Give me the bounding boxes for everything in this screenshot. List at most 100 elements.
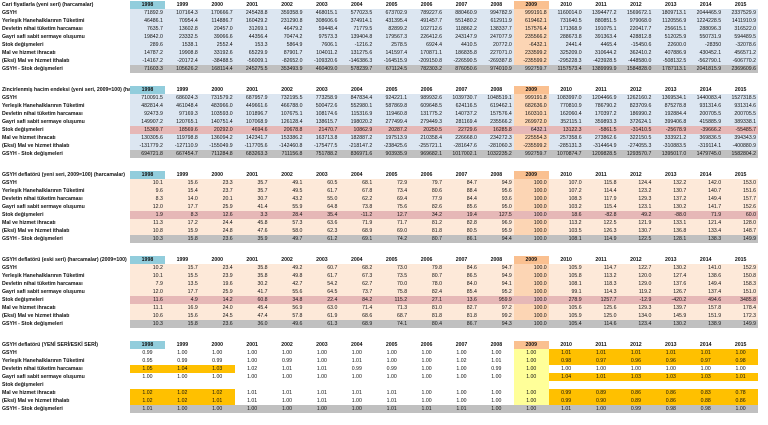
table-cell[interactable]: 10.1 [130,179,165,187]
table-cell[interactable]: 1.00 [316,374,327,380]
table-cell[interactable]: 1369534.1 [653,94,689,102]
table-cell[interactable]: 151.9 [688,312,724,320]
table-cell[interactable]: 63.6 [304,219,340,227]
table-cell[interactable]: 107.2 [548,187,584,195]
table-cell[interactable]: 130.7 [618,227,654,235]
table-cell[interactable]: 0.88 [688,397,724,405]
table-cell[interactable]: 0.86 [653,389,689,397]
table-cell[interactable]: 65229.9 [234,49,270,57]
table-cell[interactable]: 22600.0 [653,41,689,49]
table-cell[interactable]: 374914.1 [339,17,375,25]
table-cell[interactable]: 14787.2 [130,49,165,57]
table-cell[interactable]: 428812.8 [618,33,654,41]
table-cell[interactable]: 61.7 [304,187,340,195]
table-cell[interactable]: 71779.5 [339,25,375,33]
table-cell[interactable]: 227071.0 [478,49,514,57]
table-cell[interactable]: 73.7 [339,288,375,296]
table-cell[interactable]: 94.9 [478,179,514,187]
table-cell[interactable]: 0.99 [491,366,502,372]
table-cell[interactable]: 1.01 [688,349,724,357]
table-cell[interactable]: 1.00 [491,390,502,396]
table-cell[interactable]: 1.02 [164,389,200,397]
table-cell[interactable]: 24.8 [199,227,235,235]
table-cell[interactable]: 13.6 [444,296,479,304]
table-cell[interactable]: 1.01 [444,405,479,413]
table-cell[interactable]: 121.9 [618,219,654,227]
table-cell[interactable]: 157.7 [723,195,759,203]
table-cell[interactable]: 100.0 [513,320,549,328]
table-cell[interactable]: 1582804.2 [723,150,759,158]
table-cell[interactable]: 0.96 [653,357,689,365]
table-cell[interactable]: 1.00 [199,405,235,413]
table-cell[interactable]: -131779.2 [130,142,165,150]
table-cell[interactable]: 149.9 [723,320,759,328]
table-cell[interactable]: 1.01 [548,349,584,357]
table-cell[interactable]: 1.00 [513,365,549,373]
table-cell[interactable]: 17.7 [164,288,200,296]
table-cell[interactable]: 8.3 [130,195,165,203]
table-cell[interactable]: -508132.5 [653,57,689,65]
table-cell[interactable]: 68.9 [339,320,375,328]
table-cell[interactable]: 200705.5 [723,110,759,118]
table-cell[interactable]: 84.4 [444,195,479,203]
table-cell[interactable]: 100.0 [513,187,549,195]
table-cell[interactable]: 399406.8 [653,118,689,126]
table-cell[interactable]: 710091.5 [130,94,165,102]
table-cell[interactable] [584,381,619,389]
table-cell[interactable]: 80.5 [444,227,479,235]
table-cell[interactable]: 138.9 [688,320,724,328]
table-cell[interactable]: 11.6 [130,296,165,304]
table-cell[interactable]: 694721.8 [130,150,165,158]
table-cell[interactable]: 1.00 [386,358,397,364]
table-cell[interactable]: 1.04 [548,373,584,381]
table-cell[interactable]: 86.1 [444,235,479,243]
table-cell[interactable]: 1.01 [618,349,654,357]
table-cell[interactable]: 1039730.7 [444,94,479,102]
table-cell[interactable]: 69.0 [374,227,410,235]
table-cell[interactable]: -423928.5 [583,57,619,65]
table-cell[interactable]: 86.5 [444,272,479,280]
table-cell[interactable]: 82.7 [444,304,479,312]
table-cell[interactable]: 25.9 [199,203,235,211]
table-cell[interactable]: 974010.9 [478,65,514,73]
table-cell[interactable]: 21470.7 [304,126,340,134]
table-cell[interactable]: 1.00 [513,389,549,397]
table-cell[interactable]: 1083997.0 [548,94,584,102]
table-cell[interactable]: 322150.5 [618,134,654,142]
table-cell[interactable]: 1.00 [630,366,641,372]
table-cell[interactable]: 149.4 [688,195,724,203]
table-cell[interactable]: 115.4 [583,203,619,211]
table-cell[interactable]: -117705.6 [234,142,270,150]
table-cell[interactable]: 49.8 [269,272,305,280]
table-cell[interactable]: 0.99 [281,358,293,364]
table-cell[interactable]: 87901.7 [269,49,305,57]
table-cell[interactable]: 200705.5 [688,110,724,118]
table-cell[interactable]: 1.00 [234,405,270,413]
table-cell[interactable]: 0.98 [688,405,724,413]
table-cell[interactable]: 989932.6 [409,94,445,102]
table-cell[interactable]: -5861.5 [583,126,619,134]
table-cell[interactable]: 16285.8 [478,126,514,134]
table-cell[interactable]: 140.7 [688,187,724,195]
table-cell[interactable]: -274055.3 [618,142,654,150]
table-cell[interactable]: 28.4 [269,211,305,219]
table-cell[interactable]: 62.3 [304,227,340,235]
table-cell[interactable]: 61.7 [304,272,340,280]
table-cell[interactable]: 1.00 [177,350,188,356]
table-cell[interactable]: 145.9 [653,312,689,320]
table-cell[interactable]: 310644.2 [583,49,619,57]
table-cell[interactable]: 278.9 [548,296,584,304]
table-cell[interactable]: 68.6 [339,312,375,320]
table-cell[interactable]: 149.9 [723,235,759,243]
table-cell[interactable]: 1209828.5 [583,150,619,158]
table-cell[interactable]: 1.00 [723,405,759,413]
table-cell[interactable]: 667454.7 [164,150,200,158]
table-cell[interactable]: 142.0 [688,179,724,187]
table-cell[interactable]: 108.3 [548,195,584,203]
table-cell[interactable]: 3.3 [234,211,270,219]
table-cell[interactable]: 97573.3 [304,33,340,41]
table-cell[interactable]: -562790.1 [688,57,724,65]
table-cell[interactable]: 140737.2 [444,110,479,118]
table-cell[interactable]: -218147.2 [339,142,375,150]
table-cell[interactable]: 1527318.5 [723,94,759,102]
